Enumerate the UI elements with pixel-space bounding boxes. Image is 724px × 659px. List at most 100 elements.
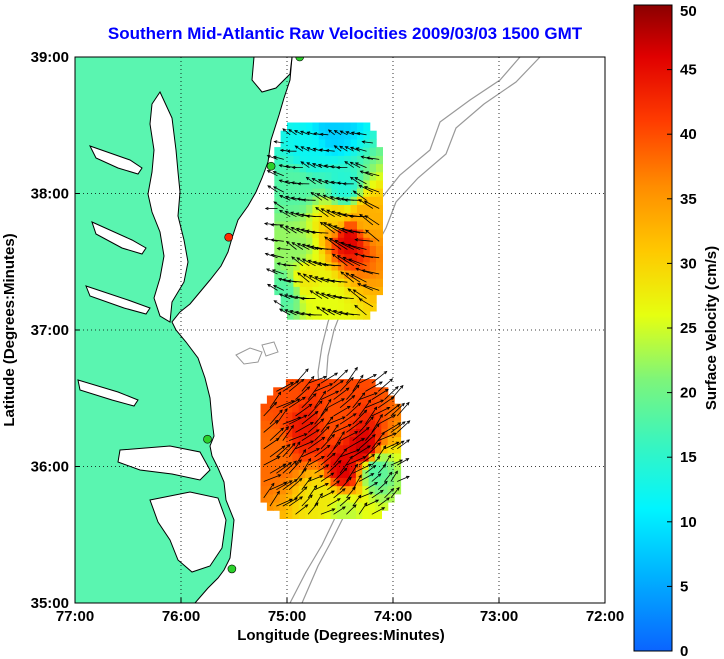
velocity-arrow	[365, 406, 378, 425]
velocity-arrowhead	[273, 140, 278, 144]
velocity-arrowhead	[406, 420, 411, 424]
velocity-arrowhead	[296, 197, 301, 201]
velocity-cell	[287, 253, 294, 263]
velocity-arrow	[340, 271, 355, 283]
velocity-cell	[363, 147, 371, 156]
velocity-arrow	[354, 304, 367, 316]
velocity-arrowhead	[342, 213, 347, 217]
velocity-arrow	[290, 211, 304, 218]
velocity-cell	[362, 403, 370, 413]
colorbar: 0 5 10 15 20 25 30 35 40 45 50 Surface Velocity (c…	[633, 3, 720, 659]
velocity-cell	[394, 477, 402, 487]
velocity-cell	[274, 229, 282, 238]
velocity-cell	[330, 436, 338, 446]
station-marker	[224, 232, 233, 242]
velocity-arrow	[346, 456, 366, 466]
velocity-arrow	[345, 272, 361, 283]
velocity-cell	[287, 196, 294, 205]
velocity-cell	[349, 379, 357, 388]
velocity-arrowhead	[300, 378, 305, 383]
velocity-arrowhead	[323, 222, 327, 226]
velocity-arrowhead	[348, 476, 352, 481]
velocity-cell	[350, 138, 358, 148]
velocity-arrowhead	[310, 191, 315, 196]
velocity-cell	[381, 436, 389, 446]
velocity-arrow	[306, 147, 316, 152]
velocity-cell	[287, 220, 294, 230]
velocity-cell	[331, 302, 339, 312]
velocity-cell	[280, 278, 288, 287]
velocity-arrowhead	[326, 444, 331, 449]
velocity-arrowhead	[354, 463, 359, 468]
velocity-arrowhead	[356, 448, 361, 452]
velocity-arrow	[291, 256, 304, 267]
velocity-cell	[325, 171, 333, 181]
velocity-cell	[387, 436, 395, 446]
velocity-arrow	[333, 431, 345, 450]
velocity-cell	[312, 122, 320, 132]
velocity-cell	[305, 395, 312, 405]
velocity-cell	[312, 138, 320, 148]
velocity-cell	[266, 493, 274, 503]
velocity-arrow	[314, 391, 326, 409]
velocity-cell	[324, 444, 332, 454]
velocity-arrowhead	[300, 161, 305, 165]
velocity-cell	[325, 130, 333, 140]
velocity-arrow	[327, 309, 342, 316]
velocity-arrowhead	[286, 149, 291, 153]
velocity-arrowhead	[333, 145, 338, 149]
velocity-cell	[331, 245, 339, 255]
velocity-cell	[336, 436, 344, 446]
velocity-arrow	[320, 434, 335, 450]
velocity-arrow	[378, 414, 396, 425]
velocity-arrow	[307, 400, 323, 417]
velocity-arrowhead	[317, 163, 322, 167]
velocity-arrowhead	[314, 276, 319, 280]
velocity-arrow	[312, 178, 323, 185]
velocity-arrowhead	[361, 269, 366, 273]
velocity-cell	[376, 188, 383, 197]
velocity-cell	[279, 436, 287, 446]
velocity-arrow	[320, 399, 332, 417]
velocity-cell	[274, 196, 282, 205]
velocity-arrowhead	[357, 402, 362, 407]
velocity-arrow	[321, 292, 335, 299]
velocity-arrow	[285, 225, 297, 234]
velocity-cell	[344, 212, 352, 222]
velocity-cell	[280, 237, 288, 246]
velocity-arrowhead	[399, 384, 404, 389]
velocity-arrowhead	[331, 210, 336, 214]
velocity-arrowhead	[290, 424, 294, 429]
velocity-arrow	[353, 289, 367, 299]
velocity-cell	[394, 452, 402, 462]
velocity-cell	[293, 122, 301, 132]
velocity-arrow	[349, 215, 367, 218]
velocity-arrowhead	[380, 399, 385, 403]
velocity-arrow	[291, 227, 304, 234]
velocity-arrowhead	[304, 504, 309, 508]
velocity-cell	[331, 204, 339, 214]
velocity-arrow	[301, 448, 320, 458]
velocity-cell	[363, 196, 371, 205]
velocity-cell	[344, 278, 352, 287]
velocity-arrowhead	[290, 211, 294, 215]
velocity-arrowhead	[301, 198, 306, 202]
velocity-arrowhead	[344, 312, 349, 316]
velocity-arrowhead	[379, 381, 383, 385]
x-tick-label: 76:00	[162, 608, 200, 625]
velocity-cell	[355, 485, 363, 495]
velocity-cell	[336, 461, 344, 470]
velocity-cell	[260, 444, 268, 454]
velocity-arrow	[384, 488, 394, 499]
velocity-arrow	[339, 377, 354, 392]
velocity-arrow	[269, 491, 280, 507]
velocity-arrowhead	[300, 296, 305, 301]
velocity-arrow	[364, 186, 380, 193]
velocity-arrowhead	[303, 414, 308, 418]
velocity-cell	[350, 179, 358, 189]
velocity-arrow	[371, 431, 385, 450]
velocity-cell	[375, 485, 382, 495]
velocity-cell	[337, 196, 345, 205]
velocity-cell	[362, 387, 370, 397]
velocity-arrow	[352, 374, 364, 392]
